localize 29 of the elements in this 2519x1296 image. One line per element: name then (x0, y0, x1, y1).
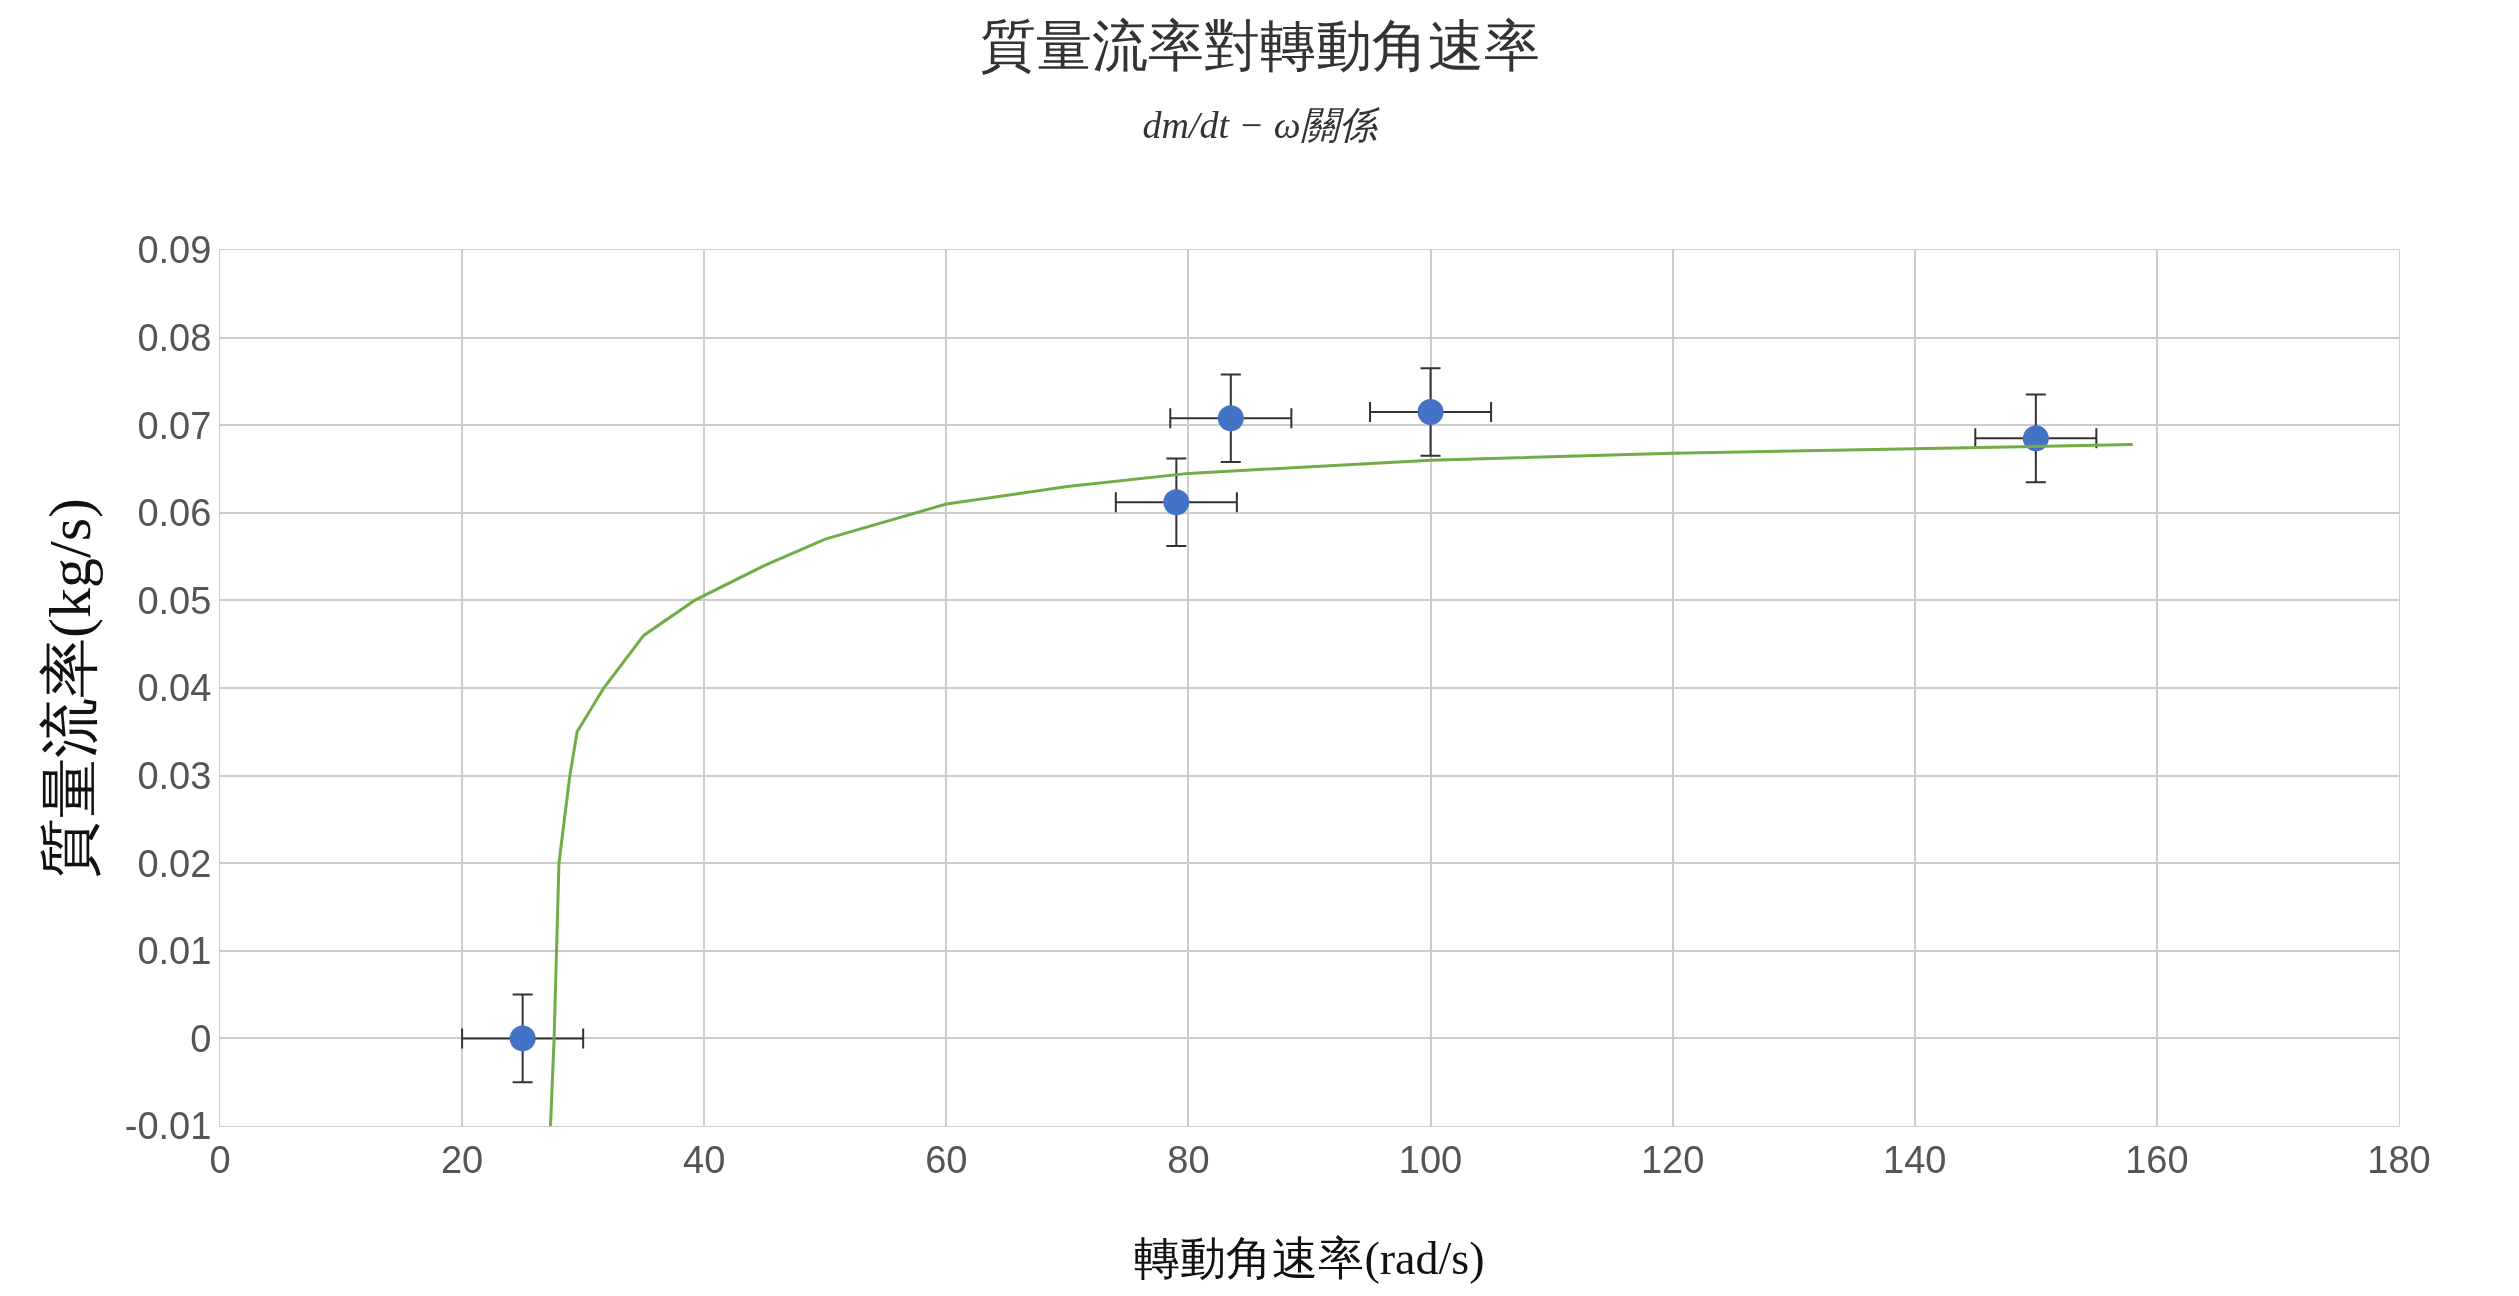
x-tick-label: 180 (2367, 1138, 2431, 1181)
x-tick-label: 40 (683, 1138, 726, 1181)
x-tick-label: 60 (925, 1138, 968, 1181)
point (1217, 405, 1244, 432)
x-tick-label: 120 (1640, 1138, 1705, 1181)
x-tick-label: 140 (1883, 1138, 1947, 1181)
y-axis-title: 質量流率(kg/s) (37, 498, 103, 878)
chart-title: 質量流率對轉動角速率 (979, 14, 1540, 77)
x-tick-label: 100 (1398, 1138, 1463, 1181)
point (1163, 489, 1190, 516)
y-tick-label: 0.08 (137, 316, 212, 359)
y-tick-label: 0.01 (137, 930, 212, 973)
y-tick-label: 0.05 (137, 579, 212, 622)
y-tick-label: 0.02 (137, 842, 212, 885)
y-tick-label: 0.07 (137, 404, 212, 447)
y-tick-label: 0.04 (137, 667, 212, 710)
y-tick-label: 0.03 (137, 754, 212, 797)
y-tick-label: 0.06 (137, 492, 212, 535)
x-tick-label: 20 (440, 1138, 484, 1181)
y-tick-label: 0 (190, 1017, 212, 1060)
x-tick-label: 80 (1167, 1138, 1210, 1181)
x-tick-label: 160 (2125, 1138, 2189, 1181)
point (509, 1025, 536, 1052)
chart-subtitle: dm/dt − ω關係 (1142, 103, 1380, 146)
y-tick-label: 0.09 (137, 229, 212, 272)
x-axis-title: 轉動角速率(rad/s) (1134, 1233, 1485, 1284)
y-tick-label: -0.01 (124, 1105, 212, 1148)
line-series (548, 442, 2135, 1126)
point (1417, 399, 1444, 426)
